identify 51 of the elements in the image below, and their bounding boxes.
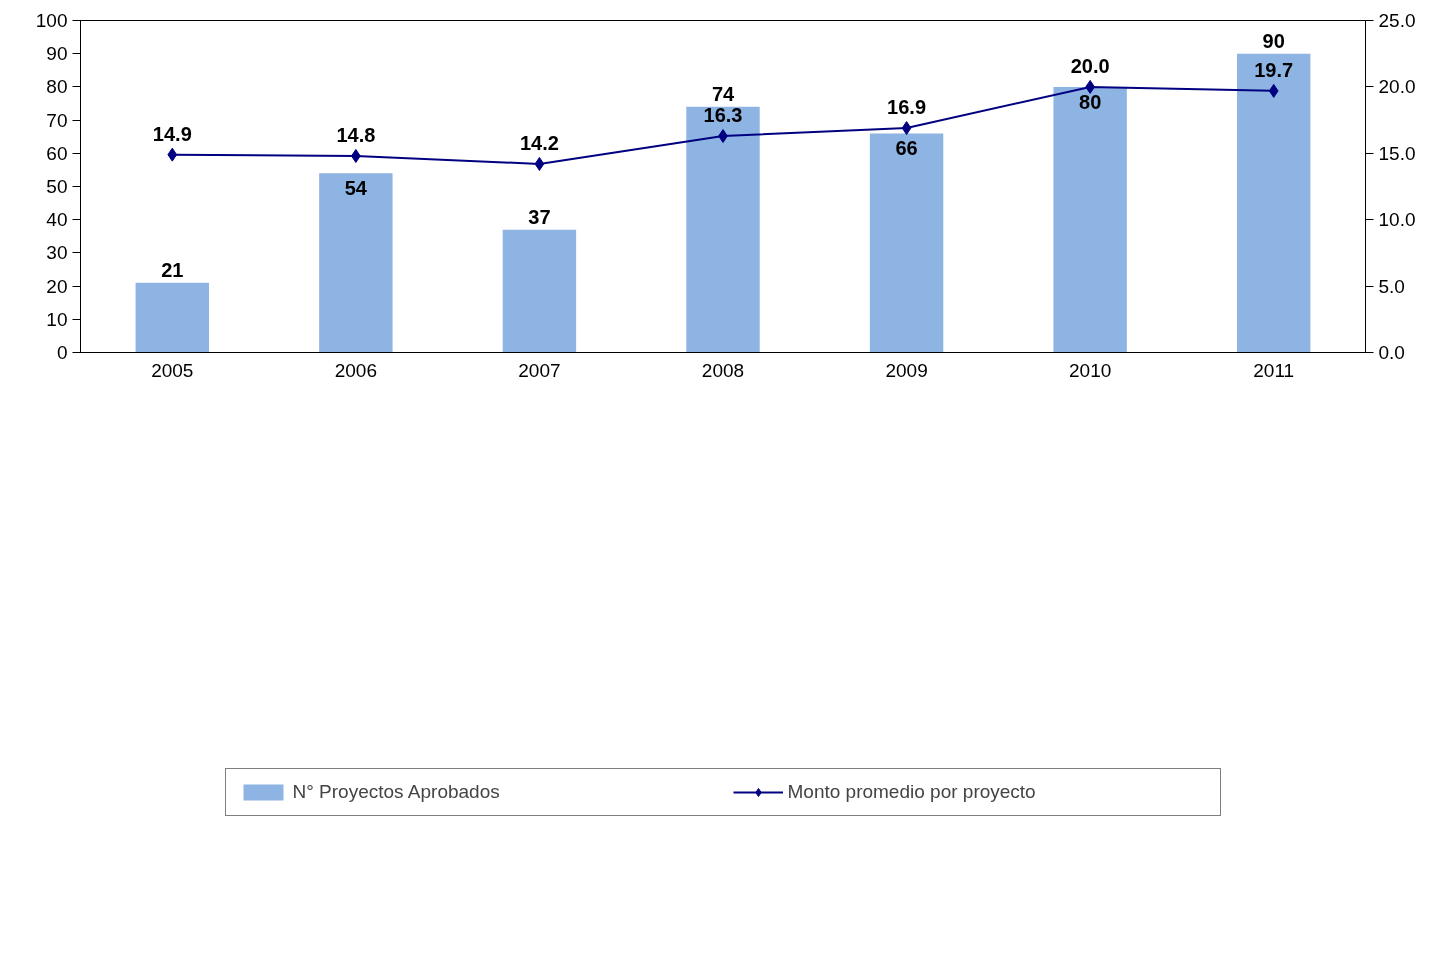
x-tick-label: 2008 (701, 359, 745, 381)
bar (319, 173, 393, 353)
data-label: 14.8 (336, 123, 376, 146)
point (1268, 83, 1279, 98)
y-tick-label: 40 (46, 209, 68, 231)
data-label: 21 (161, 258, 184, 281)
bar (686, 106, 760, 353)
data-label: 16.3 (703, 104, 743, 127)
y2-tick-label: 0.0 (1378, 342, 1405, 363)
x-tick-label: 2007 (518, 359, 561, 381)
bar (869, 133, 944, 353)
y2-tick-label: 5.0 (1378, 275, 1405, 297)
data-label: 14.2 (519, 131, 559, 154)
point (901, 121, 912, 136)
point (534, 156, 545, 171)
y-tick-label: 70 (46, 109, 68, 131)
y-tick-label: 30 (46, 242, 68, 264)
x-tick-label: 2005 (151, 359, 194, 381)
y-tick-label: 60 (46, 142, 68, 164)
y-tick-label: 0 (56, 342, 68, 363)
data-label: 37 (528, 205, 551, 228)
data-label: 66 (895, 137, 918, 160)
legend-label: N° Proyectos Aprobados (292, 780, 501, 803)
y-tick-label: 10 (46, 308, 68, 330)
y-tick-label: 100 (35, 10, 68, 31)
bar (135, 282, 209, 353)
data-label: 54 (344, 177, 368, 200)
x-tick-label: 2006 (334, 359, 377, 381)
y-tick-label: 20 (46, 275, 68, 297)
y2-tick-label: 20.0 (1378, 76, 1416, 98)
y2-tick-label: 15.0 (1378, 142, 1416, 164)
data-label: 14.9 (152, 122, 192, 145)
x-tick-label: 2011 (1253, 359, 1295, 381)
y-tick-label: 80 (46, 76, 68, 98)
legend-label: Monto promedio por proyecto (787, 780, 1037, 803)
data-label: 90 (1262, 29, 1285, 52)
y2-tick-label: 10.0 (1378, 209, 1416, 231)
data-label: 20.0 (1070, 54, 1110, 77)
y-tick-label: 90 (46, 43, 68, 65)
bar (502, 229, 577, 353)
y-tick-label: 50 (46, 176, 68, 197)
data-label: 80 (1079, 90, 1102, 113)
x-tick-label: 2009 (885, 359, 928, 381)
point (167, 147, 178, 162)
x-tick-label: 2010 (1069, 359, 1112, 381)
y2-tick-label: 25.0 (1378, 10, 1416, 31)
bar (1053, 86, 1127, 353)
data-label: 74 (711, 82, 735, 105)
data-label: 16.9 (887, 96, 927, 119)
bar (1237, 53, 1311, 353)
data-label: 19.7 (1254, 58, 1294, 81)
